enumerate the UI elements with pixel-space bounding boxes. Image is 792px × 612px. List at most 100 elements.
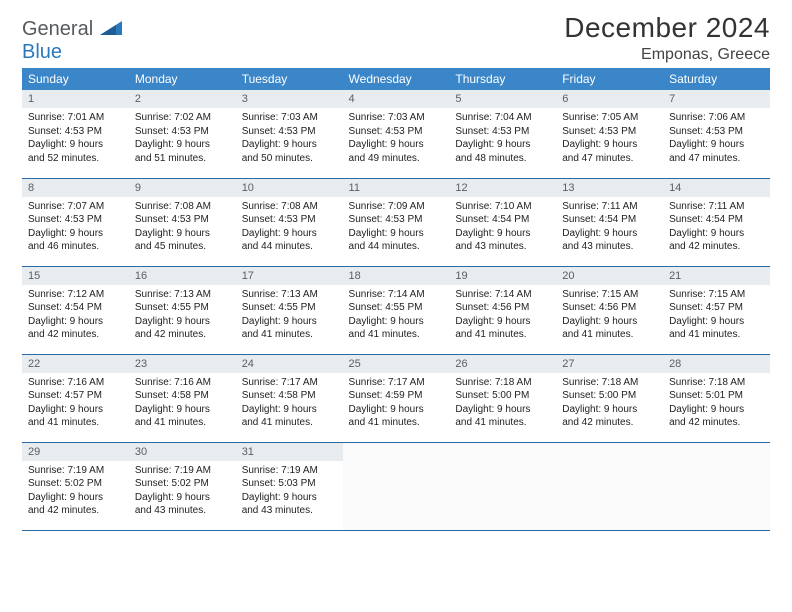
day-number: 27 xyxy=(556,355,663,373)
day-header: Wednesday xyxy=(343,68,450,90)
day-number: 29 xyxy=(22,443,129,461)
calendar-day-cell: 3Sunrise: 7:03 AMSunset: 4:53 PMDaylight… xyxy=(236,90,343,178)
day-details: Sunrise: 7:12 AMSunset: 4:54 PMDaylight:… xyxy=(22,285,129,346)
day-details: Sunrise: 7:17 AMSunset: 4:59 PMDaylight:… xyxy=(343,373,450,434)
calendar-day-cell: 27Sunrise: 7:18 AMSunset: 5:00 PMDayligh… xyxy=(556,354,663,442)
day-number: 9 xyxy=(129,179,236,197)
day-number: 26 xyxy=(449,355,556,373)
day-header-row: SundayMondayTuesdayWednesdayThursdayFrid… xyxy=(22,68,770,90)
day-number: 17 xyxy=(236,267,343,285)
calendar-day-cell: 11Sunrise: 7:09 AMSunset: 4:53 PMDayligh… xyxy=(343,178,450,266)
day-details: Sunrise: 7:03 AMSunset: 4:53 PMDaylight:… xyxy=(236,108,343,169)
day-details: Sunrise: 7:16 AMSunset: 4:58 PMDaylight:… xyxy=(129,373,236,434)
calendar-week-row: 1Sunrise: 7:01 AMSunset: 4:53 PMDaylight… xyxy=(22,90,770,178)
calendar-day-cell: 5Sunrise: 7:04 AMSunset: 4:53 PMDaylight… xyxy=(449,90,556,178)
calendar-day-cell: 2Sunrise: 7:02 AMSunset: 4:53 PMDaylight… xyxy=(129,90,236,178)
day-header: Monday xyxy=(129,68,236,90)
day-number: 3 xyxy=(236,90,343,108)
day-number: 7 xyxy=(663,90,770,108)
calendar-day-cell: 28Sunrise: 7:18 AMSunset: 5:01 PMDayligh… xyxy=(663,354,770,442)
day-details: Sunrise: 7:03 AMSunset: 4:53 PMDaylight:… xyxy=(343,108,450,169)
day-header: Friday xyxy=(556,68,663,90)
day-details: Sunrise: 7:19 AMSunset: 5:02 PMDaylight:… xyxy=(129,461,236,522)
header: General Blue December 2024 Emponas, Gree… xyxy=(22,6,770,64)
calendar-day-cell: 4Sunrise: 7:03 AMSunset: 4:53 PMDaylight… xyxy=(343,90,450,178)
day-number: 23 xyxy=(129,355,236,373)
day-number: 28 xyxy=(663,355,770,373)
calendar-empty-cell xyxy=(343,442,450,530)
day-details: Sunrise: 7:13 AMSunset: 4:55 PMDaylight:… xyxy=(236,285,343,346)
logo-text: General Blue xyxy=(22,18,122,64)
calendar-day-cell: 29Sunrise: 7:19 AMSunset: 5:02 PMDayligh… xyxy=(22,442,129,530)
day-number: 16 xyxy=(129,267,236,285)
day-header: Saturday xyxy=(663,68,770,90)
calendar-day-cell: 18Sunrise: 7:14 AMSunset: 4:55 PMDayligh… xyxy=(343,266,450,354)
calendar-day-cell: 22Sunrise: 7:16 AMSunset: 4:57 PMDayligh… xyxy=(22,354,129,442)
calendar-day-cell: 26Sunrise: 7:18 AMSunset: 5:00 PMDayligh… xyxy=(449,354,556,442)
day-number: 24 xyxy=(236,355,343,373)
day-details: Sunrise: 7:14 AMSunset: 4:55 PMDaylight:… xyxy=(343,285,450,346)
calendar-day-cell: 21Sunrise: 7:15 AMSunset: 4:57 PMDayligh… xyxy=(663,266,770,354)
day-number: 19 xyxy=(449,267,556,285)
calendar-week-row: 8Sunrise: 7:07 AMSunset: 4:53 PMDaylight… xyxy=(22,178,770,266)
logo: General Blue xyxy=(22,18,122,64)
calendar-day-cell: 23Sunrise: 7:16 AMSunset: 4:58 PMDayligh… xyxy=(129,354,236,442)
day-number: 30 xyxy=(129,443,236,461)
day-details: Sunrise: 7:08 AMSunset: 4:53 PMDaylight:… xyxy=(236,197,343,258)
calendar-table: SundayMondayTuesdayWednesdayThursdayFrid… xyxy=(22,68,770,531)
calendar-day-cell: 10Sunrise: 7:08 AMSunset: 4:53 PMDayligh… xyxy=(236,178,343,266)
calendar-day-cell: 25Sunrise: 7:17 AMSunset: 4:59 PMDayligh… xyxy=(343,354,450,442)
calendar-day-cell: 17Sunrise: 7:13 AMSunset: 4:55 PMDayligh… xyxy=(236,266,343,354)
day-details: Sunrise: 7:01 AMSunset: 4:53 PMDaylight:… xyxy=(22,108,129,169)
day-details: Sunrise: 7:19 AMSunset: 5:03 PMDaylight:… xyxy=(236,461,343,522)
day-details: Sunrise: 7:18 AMSunset: 5:00 PMDaylight:… xyxy=(556,373,663,434)
day-details: Sunrise: 7:09 AMSunset: 4:53 PMDaylight:… xyxy=(343,197,450,258)
day-details: Sunrise: 7:18 AMSunset: 5:01 PMDaylight:… xyxy=(663,373,770,434)
day-details: Sunrise: 7:02 AMSunset: 4:53 PMDaylight:… xyxy=(129,108,236,169)
day-details: Sunrise: 7:14 AMSunset: 4:56 PMDaylight:… xyxy=(449,285,556,346)
day-details: Sunrise: 7:10 AMSunset: 4:54 PMDaylight:… xyxy=(449,197,556,258)
calendar-day-cell: 19Sunrise: 7:14 AMSunset: 4:56 PMDayligh… xyxy=(449,266,556,354)
day-details: Sunrise: 7:04 AMSunset: 4:53 PMDaylight:… xyxy=(449,108,556,169)
month-title: December 2024 xyxy=(564,12,770,44)
calendar-week-row: 15Sunrise: 7:12 AMSunset: 4:54 PMDayligh… xyxy=(22,266,770,354)
calendar-day-cell: 8Sunrise: 7:07 AMSunset: 4:53 PMDaylight… xyxy=(22,178,129,266)
day-header: Thursday xyxy=(449,68,556,90)
day-details: Sunrise: 7:17 AMSunset: 4:58 PMDaylight:… xyxy=(236,373,343,434)
day-number: 8 xyxy=(22,179,129,197)
calendar-day-cell: 30Sunrise: 7:19 AMSunset: 5:02 PMDayligh… xyxy=(129,442,236,530)
calendar-day-cell: 16Sunrise: 7:13 AMSunset: 4:55 PMDayligh… xyxy=(129,266,236,354)
calendar-day-cell: 9Sunrise: 7:08 AMSunset: 4:53 PMDaylight… xyxy=(129,178,236,266)
day-number: 1 xyxy=(22,90,129,108)
calendar-day-cell: 13Sunrise: 7:11 AMSunset: 4:54 PMDayligh… xyxy=(556,178,663,266)
day-details: Sunrise: 7:11 AMSunset: 4:54 PMDaylight:… xyxy=(663,197,770,258)
calendar-day-cell: 24Sunrise: 7:17 AMSunset: 4:58 PMDayligh… xyxy=(236,354,343,442)
day-header: Sunday xyxy=(22,68,129,90)
calendar-week-row: 22Sunrise: 7:16 AMSunset: 4:57 PMDayligh… xyxy=(22,354,770,442)
day-details: Sunrise: 7:05 AMSunset: 4:53 PMDaylight:… xyxy=(556,108,663,169)
day-number: 4 xyxy=(343,90,450,108)
calendar-empty-cell xyxy=(449,442,556,530)
calendar-empty-cell xyxy=(556,442,663,530)
calendar-day-cell: 20Sunrise: 7:15 AMSunset: 4:56 PMDayligh… xyxy=(556,266,663,354)
day-details: Sunrise: 7:18 AMSunset: 5:00 PMDaylight:… xyxy=(449,373,556,434)
logo-triangle-icon xyxy=(100,22,122,39)
day-details: Sunrise: 7:19 AMSunset: 5:02 PMDaylight:… xyxy=(22,461,129,522)
logo-part1: General xyxy=(22,18,93,40)
day-number: 6 xyxy=(556,90,663,108)
day-number: 15 xyxy=(22,267,129,285)
day-number: 13 xyxy=(556,179,663,197)
day-number: 18 xyxy=(343,267,450,285)
day-number: 31 xyxy=(236,443,343,461)
day-number: 2 xyxy=(129,90,236,108)
day-details: Sunrise: 7:06 AMSunset: 4:53 PMDaylight:… xyxy=(663,108,770,169)
day-details: Sunrise: 7:15 AMSunset: 4:56 PMDaylight:… xyxy=(556,285,663,346)
day-number: 11 xyxy=(343,179,450,197)
day-number: 12 xyxy=(449,179,556,197)
day-number: 10 xyxy=(236,179,343,197)
day-details: Sunrise: 7:11 AMSunset: 4:54 PMDaylight:… xyxy=(556,197,663,258)
day-details: Sunrise: 7:16 AMSunset: 4:57 PMDaylight:… xyxy=(22,373,129,434)
calendar-day-cell: 31Sunrise: 7:19 AMSunset: 5:03 PMDayligh… xyxy=(236,442,343,530)
day-number: 22 xyxy=(22,355,129,373)
calendar-day-cell: 15Sunrise: 7:12 AMSunset: 4:54 PMDayligh… xyxy=(22,266,129,354)
